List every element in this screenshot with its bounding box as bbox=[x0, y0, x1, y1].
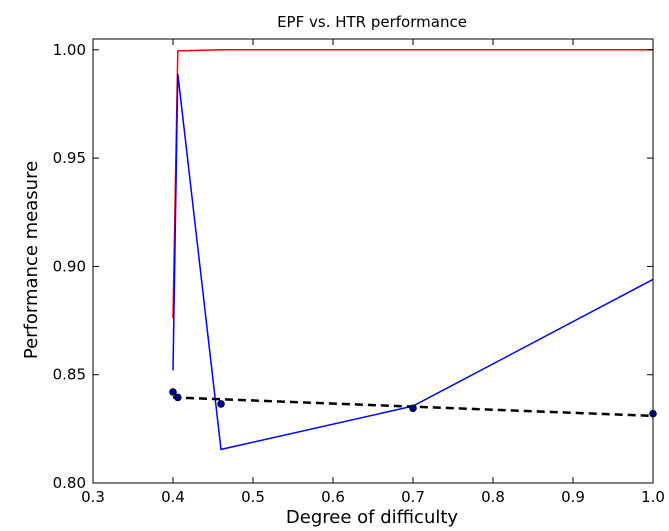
y-tick-label: 1.00 bbox=[53, 41, 86, 59]
series-line-1 bbox=[172, 49, 653, 319]
y-tick-label: 0.80 bbox=[53, 474, 86, 492]
plot-frame bbox=[92, 38, 654, 484]
y-tick-label: 0.85 bbox=[53, 366, 86, 384]
x-tick-label: 1.0 bbox=[641, 488, 665, 506]
chart-title: EPF vs. HTR performance bbox=[277, 13, 467, 31]
x-tick-label: 0.9 bbox=[561, 488, 585, 506]
y-axis: 0.80 0.85 0.90 0.95 1.00 bbox=[53, 41, 653, 492]
data-point bbox=[169, 388, 177, 396]
x-axis-label: Degree of difficulty bbox=[286, 507, 458, 528]
data-point bbox=[409, 404, 417, 413]
data-point bbox=[217, 400, 225, 408]
x-tick-label: 0.5 bbox=[241, 488, 265, 506]
x-tick-label: 0.8 bbox=[481, 488, 505, 506]
y-tick-label: 0.95 bbox=[53, 149, 86, 167]
x-axis: 0.3 0.4 0.5 0.6 0.7 0.8 0.9 1.0 bbox=[81, 39, 665, 506]
series-line-2 bbox=[172, 73, 654, 451]
data-point bbox=[174, 393, 182, 402]
x-tick-label: 0.3 bbox=[81, 488, 105, 506]
series-layer bbox=[172, 49, 654, 451]
x-tick-label: 0.6 bbox=[321, 488, 345, 506]
x-tick-label: 0.4 bbox=[161, 488, 185, 506]
x-tick-label: 0.7 bbox=[401, 488, 425, 506]
y-tick-label: 0.90 bbox=[53, 257, 86, 275]
y-axis-label: Performance measure bbox=[21, 161, 42, 359]
